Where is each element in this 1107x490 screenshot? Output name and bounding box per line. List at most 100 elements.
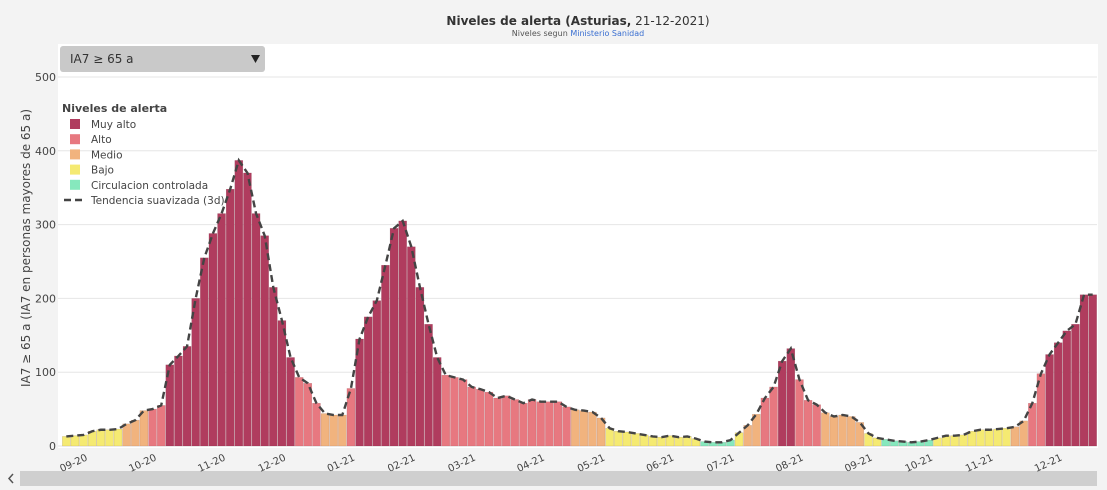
bar [812, 404, 821, 447]
bar [174, 355, 183, 447]
bar [363, 316, 373, 447]
bar [372, 300, 382, 447]
bar [639, 434, 649, 447]
bar [398, 220, 407, 447]
bar [527, 399, 537, 447]
y-tick-label: 400 [35, 145, 56, 158]
bar [1079, 294, 1089, 447]
bar [562, 406, 571, 447]
bar [148, 408, 157, 447]
bar [1010, 426, 1020, 447]
selector[interactable]: IA7 ≥ 65 a [60, 46, 265, 72]
bar [493, 397, 502, 447]
bar [1053, 342, 1063, 447]
bar [657, 436, 666, 447]
legend-title: Niveles de alerta [62, 102, 167, 115]
bar [467, 386, 476, 447]
subtitle-text: Niveles segun [512, 29, 568, 38]
bar [269, 287, 278, 447]
bar [915, 441, 925, 447]
legend-label: Circulacion controlada [91, 180, 208, 192]
bar [846, 416, 856, 447]
bar [79, 434, 88, 447]
subtitle: Niveles segun Ministerio Sanidad [512, 29, 645, 38]
bar [484, 391, 494, 447]
bar [536, 401, 545, 447]
y-tick-label: 200 [35, 292, 56, 305]
bar [208, 233, 218, 447]
bar [760, 397, 770, 447]
scroll-left-arrow[interactable] [7, 473, 14, 484]
bar [338, 414, 347, 447]
bar [924, 439, 934, 447]
legend-swatch [70, 149, 80, 160]
bar [976, 429, 985, 447]
bar [821, 412, 830, 447]
bar [881, 439, 890, 447]
bar [777, 360, 787, 447]
legend-swatch [70, 164, 80, 175]
bar [182, 346, 192, 447]
trend-line [66, 157, 1093, 444]
bar [260, 235, 269, 447]
bar [665, 435, 675, 447]
bar [156, 405, 166, 447]
bar [596, 417, 606, 447]
bar [277, 320, 287, 447]
bar [545, 401, 554, 447]
bar [967, 431, 977, 447]
bar [984, 429, 994, 447]
bar [993, 428, 1003, 447]
legend-label: Tendencia suavizada (3d) [90, 195, 225, 207]
bar [605, 428, 614, 447]
legend-label: Bajo [91, 165, 114, 177]
bar [1028, 402, 1037, 447]
bar [62, 436, 71, 447]
bar [458, 379, 468, 447]
selector-arrow [251, 55, 260, 63]
title-main: Niveles de alerta (Asturias, [446, 14, 631, 28]
bar [294, 377, 304, 447]
bar [519, 402, 528, 447]
bar [225, 188, 235, 447]
bar [234, 160, 244, 447]
y-tick-label: 100 [35, 366, 56, 379]
bar [959, 434, 968, 447]
bar [217, 213, 226, 447]
bar [389, 228, 399, 447]
bar [622, 431, 632, 447]
y-axis-label: IA7 ≥ 65 a (IA7 en personas mayores de 6… [19, 109, 33, 387]
selector-label: IA7 ≥ 65 a [70, 52, 134, 66]
bar [950, 435, 959, 447]
bar [614, 431, 623, 447]
bar [1002, 428, 1011, 447]
bar [829, 416, 839, 447]
bar [191, 298, 200, 447]
bar [122, 423, 131, 447]
bar [105, 429, 114, 447]
bar [200, 257, 209, 447]
legend-label: Muy alto [91, 119, 136, 131]
y-tick-label: 500 [35, 71, 56, 84]
y-tick-label: 0 [49, 440, 56, 453]
bar [329, 414, 338, 447]
legend-label: Medio [91, 149, 123, 161]
bar [70, 435, 80, 447]
bar [708, 442, 718, 447]
bar [1045, 354, 1054, 447]
bar [251, 213, 261, 447]
scrollbar[interactable] [20, 471, 1097, 486]
bar [1071, 324, 1080, 447]
subtitle-link[interactable]: Ministerio Sanidad [570, 29, 644, 38]
bar [415, 287, 425, 447]
bar [855, 422, 865, 447]
bar [674, 436, 683, 447]
bar [131, 419, 140, 447]
bar [1019, 420, 1028, 447]
bar [96, 429, 106, 447]
bar [113, 428, 123, 447]
bar [139, 410, 149, 447]
bar [320, 413, 330, 447]
bar [432, 357, 442, 447]
